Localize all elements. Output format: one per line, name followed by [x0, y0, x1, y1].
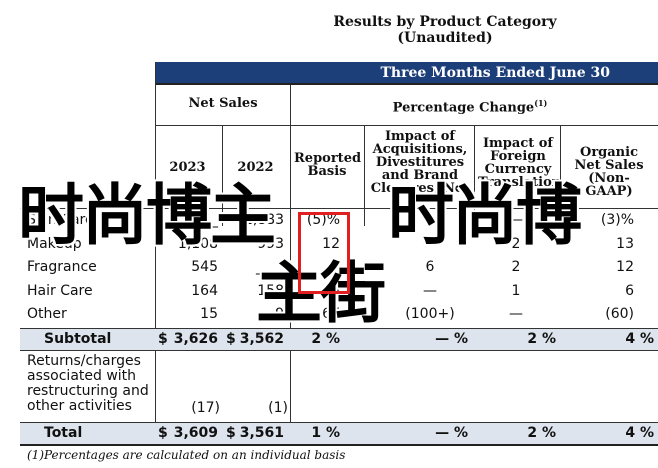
year-2023-header: 2023 [169, 160, 206, 175]
cell-2022: 158 [257, 282, 284, 299]
total-organic: 4 % [625, 425, 654, 441]
subtotal-currency: $ [226, 331, 236, 347]
cell-acquisitions: — [423, 212, 437, 228]
total-acq: — % [435, 425, 468, 441]
cell-2023: 164 [191, 282, 218, 299]
row-label: Makeup [27, 235, 82, 252]
watermark-text-1: 时尚博主 [18, 177, 276, 254]
total-band [20, 423, 658, 444]
total-bottom-rule [20, 444, 658, 446]
subtotal-band [20, 329, 658, 350]
cell-organic: 13 [616, 235, 634, 252]
cell-reported: 5 [331, 282, 340, 299]
cell-2022: 9 [275, 306, 284, 322]
cell-2023: 15 [200, 306, 218, 322]
net-sales-header: Net Sales [188, 96, 258, 111]
row-label: Skin Care [27, 212, 94, 228]
header-rule [155, 125, 658, 126]
column-divider [474, 126, 475, 226]
cell-fx: — [509, 306, 523, 322]
subtotal-2022: 3,562 [239, 331, 284, 347]
subtotal-organic: 4 % [625, 331, 654, 347]
row-label: Other [27, 306, 67, 322]
reported-basis-header: Reported Basis [294, 151, 362, 179]
column-divider [290, 85, 291, 445]
report-title: Results by Product Category [333, 14, 557, 30]
subtotal-top-rule [20, 328, 658, 329]
column-divider [155, 62, 156, 445]
cell-2023: 1,108 [177, 235, 218, 252]
header-bottom-rule [20, 208, 658, 209]
column-divider [560, 126, 561, 226]
total-top-rule [20, 422, 658, 423]
total-currency: $ [226, 425, 236, 441]
cell-acquisitions: — [423, 282, 437, 299]
cell-organic: 12 [616, 259, 634, 275]
watermark-red-box [298, 212, 350, 294]
subtotal-currency: $ [158, 331, 168, 347]
year-2022-header: 2022 [237, 160, 274, 175]
total-label: Total [44, 425, 83, 441]
row-label: Hair Care [27, 282, 93, 299]
column-divider [222, 126, 223, 226]
subtotal-fx: 2 % [527, 331, 556, 347]
cell-2022: 993 [257, 235, 284, 252]
header-rule [155, 83, 658, 85]
cell-acquisitions: 6 [425, 259, 435, 275]
returns-2023: (17) [191, 400, 220, 416]
organic-header: Organic Net Sales (Non-GAAP) [574, 145, 644, 199]
period-banner: Three Months Ended June 30 [155, 62, 658, 83]
cell-fx: — [509, 212, 523, 228]
total-reported: 1 % [311, 425, 340, 441]
cell-2022: ____ [256, 259, 284, 275]
report-subtitle: (Unaudited) [397, 30, 493, 46]
total-2022: 3,561 [239, 425, 284, 441]
cell-organic: (3)% [600, 212, 634, 228]
cell-2023: 545 [191, 259, 218, 275]
total-fx: 2 % [527, 425, 556, 441]
returns-2022: (1) [268, 400, 288, 416]
subtotal-2023: 3,626 [173, 331, 218, 347]
pct-change-header: Percentage Change(1) [392, 98, 548, 116]
cell-reported: 5 [331, 259, 340, 275]
cell-organic: (60) [605, 306, 634, 322]
impact-acquisitions-header: Impact of Acquisitions, Divestitures and… [370, 129, 470, 196]
cell-reported: (5)% [306, 212, 340, 228]
subtotal-bottom-rule [20, 350, 658, 351]
cell-2022: 1,883 [243, 212, 284, 228]
cell-reported: 12 [322, 235, 340, 252]
cell-organic: 6 [625, 282, 634, 299]
impact-fx-header: Impact of Foreign Currency Translation [478, 136, 562, 190]
total-2023: 3,609 [173, 425, 218, 441]
subtotal-label: Subtotal [44, 331, 112, 347]
cell-acquisitions: — [423, 235, 437, 252]
total-currency: $ [158, 425, 168, 441]
watermark-text-2: 时尚博 [388, 177, 582, 254]
subtotal-reported: 2 % [311, 331, 340, 347]
cell-fx: 1 [511, 282, 521, 299]
cell-acquisitions: (100+) [405, 306, 455, 322]
row-label: Fragrance [27, 259, 97, 275]
returns-label: Returns/charges associated with restruct… [27, 353, 149, 414]
cell-fx: 2 [511, 235, 521, 252]
cell-reported: 67 [322, 306, 340, 322]
subtotal-acq: — % [435, 331, 468, 347]
cell-2023: 1,7__ [181, 212, 218, 228]
cell-fx: 2 [511, 259, 521, 275]
footnote: (1)Percentages are calculated on an indi… [27, 448, 346, 462]
column-divider [364, 126, 365, 226]
